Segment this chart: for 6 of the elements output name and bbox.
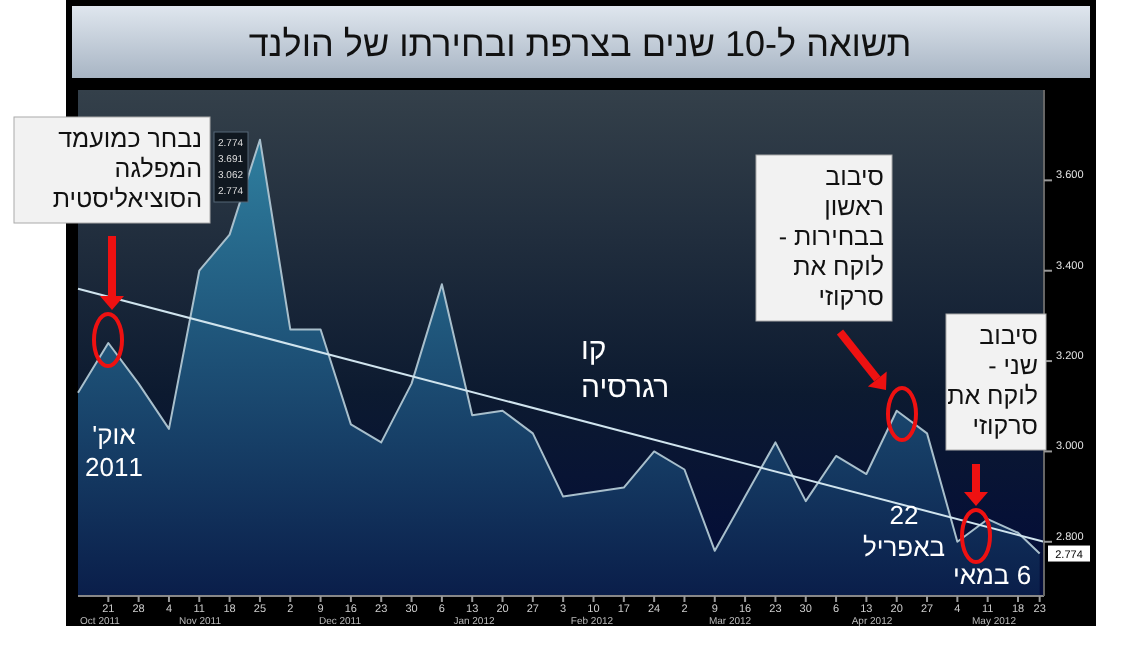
annotation: 6 במאי (952, 560, 1032, 590)
chart-title: תשואה ל-10 שנים בצרפת ובחירתו של הולנד (248, 24, 912, 64)
annotation: נבחר כמועמד המפלגה הסוציאליסטית (52, 125, 202, 213)
annotation: סיבוב שני - לוקח את סרקוזי (947, 322, 1039, 440)
annotation: סיבוב ראשון בבחירות - לוקח את סרקוזי (778, 163, 886, 311)
series-label: קו רגרסיה (581, 333, 670, 406)
